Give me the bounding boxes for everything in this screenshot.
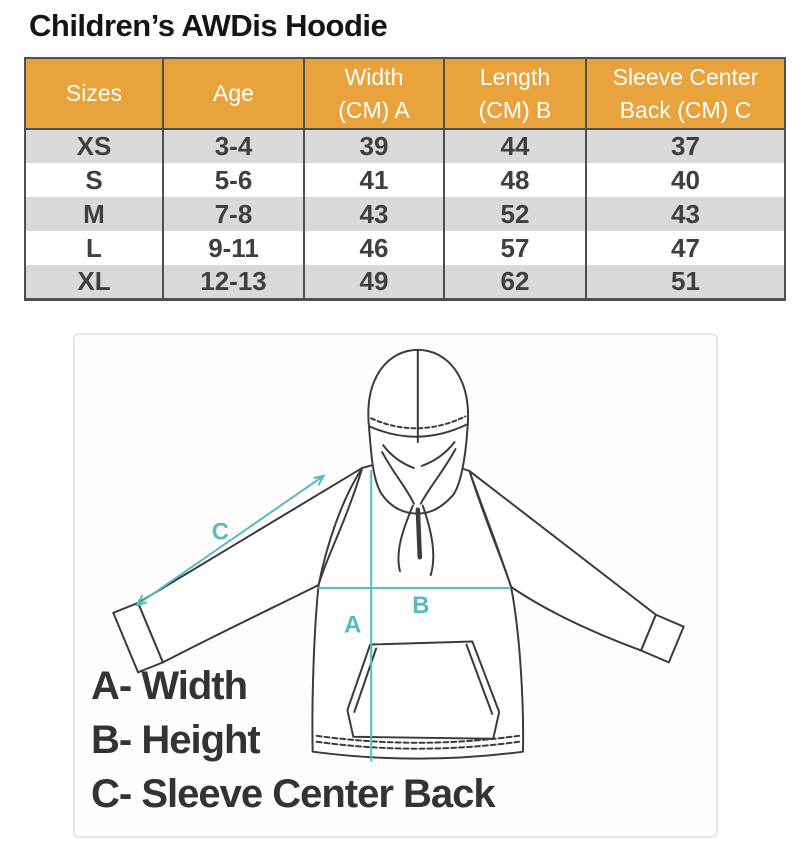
measurement-label-b: B <box>412 592 429 619</box>
column-header-age: Age <box>162 58 304 130</box>
measurement-diagram-panel: A B C A- Width B- Height C- Sleeve Cente… <box>73 333 718 838</box>
legend-line-sleeve: C- Sleeve Center Back <box>91 772 496 816</box>
drawstring-left <box>397 504 414 573</box>
cell-age: 5-6 <box>162 163 304 197</box>
hoodie-pocket <box>346 640 501 740</box>
cell-size: M <box>25 197 163 231</box>
cell-width: 46 <box>303 231 444 265</box>
hem-stitch-line <box>315 740 521 750</box>
cell-age: 7-8 <box>162 197 304 231</box>
legend-line-height: B- Height <box>91 718 261 762</box>
hem-stitch-line <box>315 734 521 744</box>
hoodie-left-cuff <box>112 601 164 674</box>
cell-length: 44 <box>443 129 586 163</box>
hood-crease-right <box>420 441 456 467</box>
table-row: XL 12-13 49 62 51 <box>25 265 785 299</box>
measurement-legend: A- Width B- Height C- Sleeve Center Back <box>91 659 496 821</box>
column-header-width: Width (CM) A <box>303 58 444 130</box>
cell-sleeve: 37 <box>585 129 785 163</box>
hood-opening-left <box>381 451 415 505</box>
drawstring-right <box>421 504 435 577</box>
cell-sleeve: 43 <box>585 197 785 231</box>
cell-width: 49 <box>303 265 444 299</box>
cell-size: L <box>25 231 163 265</box>
hood-stitch-line <box>370 415 467 430</box>
cell-size: XL <box>25 265 163 299</box>
cell-age: 12-13 <box>162 265 304 299</box>
arrowhead-c-top <box>313 474 326 486</box>
pocket-opening-left <box>353 647 378 713</box>
hood-opening-right <box>419 448 457 505</box>
cell-width: 39 <box>303 129 444 163</box>
column-header-sizes: Sizes <box>25 58 163 130</box>
cell-width: 41 <box>303 163 444 197</box>
page-title: Children’s AWDis Hoodie <box>29 8 388 43</box>
size-chart-table: Sizes Age Width (CM) A Length (CM) B Sle… <box>24 57 786 301</box>
cell-width: 43 <box>303 197 444 231</box>
cell-length: 62 <box>443 265 586 299</box>
column-header-length: Length (CM) B <box>443 58 586 130</box>
cell-age: 9-11 <box>162 231 304 265</box>
cell-age: 3-4 <box>162 129 304 163</box>
measurement-line-c <box>136 474 325 606</box>
table-row: L 9-11 46 57 47 <box>25 231 785 265</box>
cell-sleeve: 40 <box>585 163 785 197</box>
cell-length: 48 <box>443 163 586 197</box>
table-row: S 5-6 41 48 40 <box>25 163 785 197</box>
measurement-label-c: C <box>212 518 229 545</box>
hoodie-diagram-svg: A B C <box>112 348 685 762</box>
table-header-row: Sizes Age Width (CM) A Length (CM) B Sle… <box>25 58 785 130</box>
cell-size: S <box>25 163 163 197</box>
cell-sleeve: 47 <box>585 231 785 265</box>
table-row: XS 3-4 39 44 37 <box>25 129 785 163</box>
pocket-opening-right <box>465 643 494 715</box>
column-header-sleeve: Sleeve Center Back (CM) C <box>585 58 785 130</box>
measurement-label-a: A <box>344 612 361 639</box>
hood-crease-left <box>382 444 415 469</box>
hood-brim-line <box>368 423 469 438</box>
drawstring-aglet <box>415 507 423 560</box>
table-row: M 7-8 43 52 43 <box>25 197 785 231</box>
arrowhead-c-bottom <box>135 594 147 607</box>
hoodie-right-cuff <box>640 613 685 664</box>
legend-line-width: A- Width <box>91 664 248 708</box>
cell-sleeve: 51 <box>585 265 785 299</box>
cell-length: 57 <box>443 231 586 265</box>
cell-size: XS <box>25 129 163 163</box>
hoodie-left-sleeve <box>137 466 364 664</box>
cell-length: 52 <box>443 197 586 231</box>
